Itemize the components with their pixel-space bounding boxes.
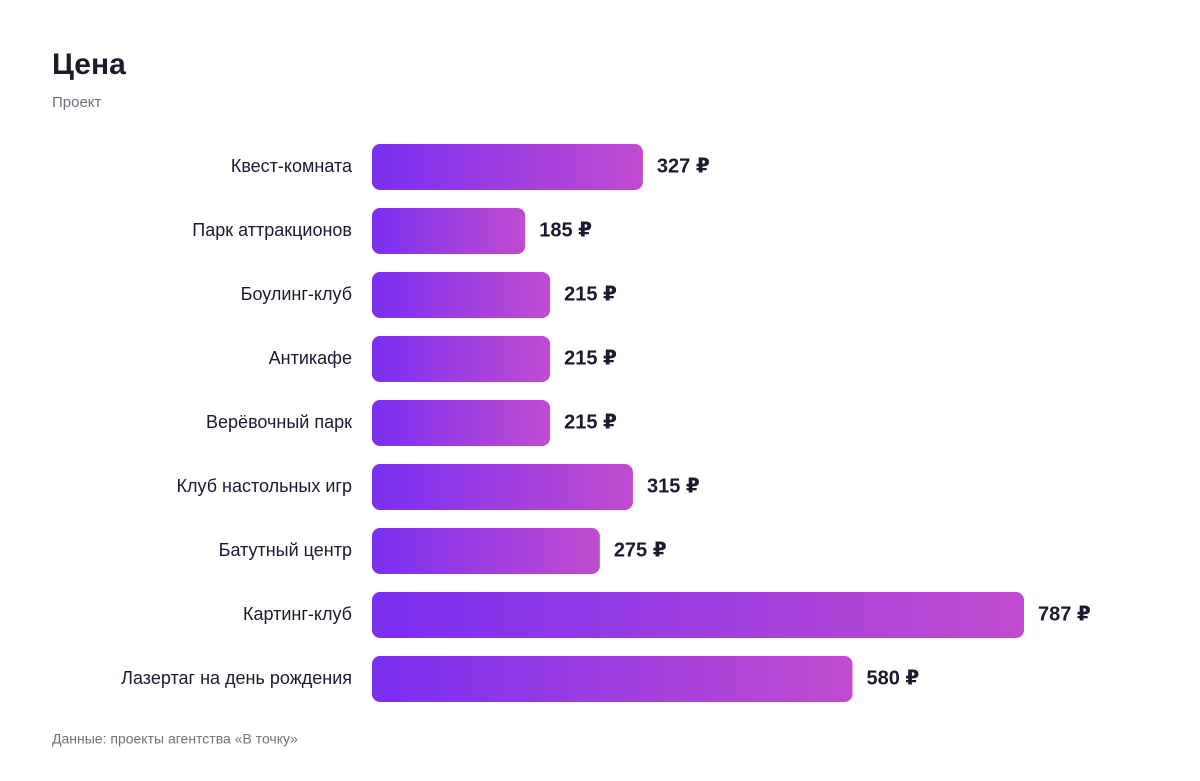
bar xyxy=(372,464,633,510)
chart-title: Цена xyxy=(52,48,126,81)
value-label: 215 ₽ xyxy=(564,347,617,369)
category-label: Антикафе xyxy=(269,348,352,368)
value-label: 787 ₽ xyxy=(1038,603,1091,625)
category-label: Парк аттракционов xyxy=(192,220,352,240)
value-label: 315 ₽ xyxy=(647,475,700,497)
value-label: 215 ₽ xyxy=(564,411,617,433)
chart-subtitle: Проект xyxy=(52,94,102,111)
value-label: 327 ₽ xyxy=(657,155,710,177)
bar xyxy=(372,656,853,702)
source-note: Данные: проекты агентства «В точку» xyxy=(52,731,298,747)
category-label: Картинг-клуб xyxy=(243,604,352,624)
category-label: Клуб настольных игр xyxy=(177,476,353,496)
category-label: Лазертаг на день рождения xyxy=(121,668,352,688)
bar xyxy=(372,400,551,446)
category-label: Квест-комната xyxy=(231,156,353,176)
category-label: Батутный центр xyxy=(219,540,352,560)
category-label: Верёвочный парк xyxy=(206,412,352,432)
bar xyxy=(372,272,551,318)
bar xyxy=(372,592,1024,638)
bar xyxy=(372,208,526,254)
value-label: 275 ₽ xyxy=(614,539,667,561)
bar xyxy=(372,336,551,382)
category-label: Боулинг-клуб xyxy=(241,284,352,304)
bar xyxy=(372,144,643,190)
value-label: 185 ₽ xyxy=(539,219,592,241)
bar xyxy=(372,528,600,574)
value-label: 215 ₽ xyxy=(564,283,617,305)
value-label: 580 ₽ xyxy=(867,667,920,689)
